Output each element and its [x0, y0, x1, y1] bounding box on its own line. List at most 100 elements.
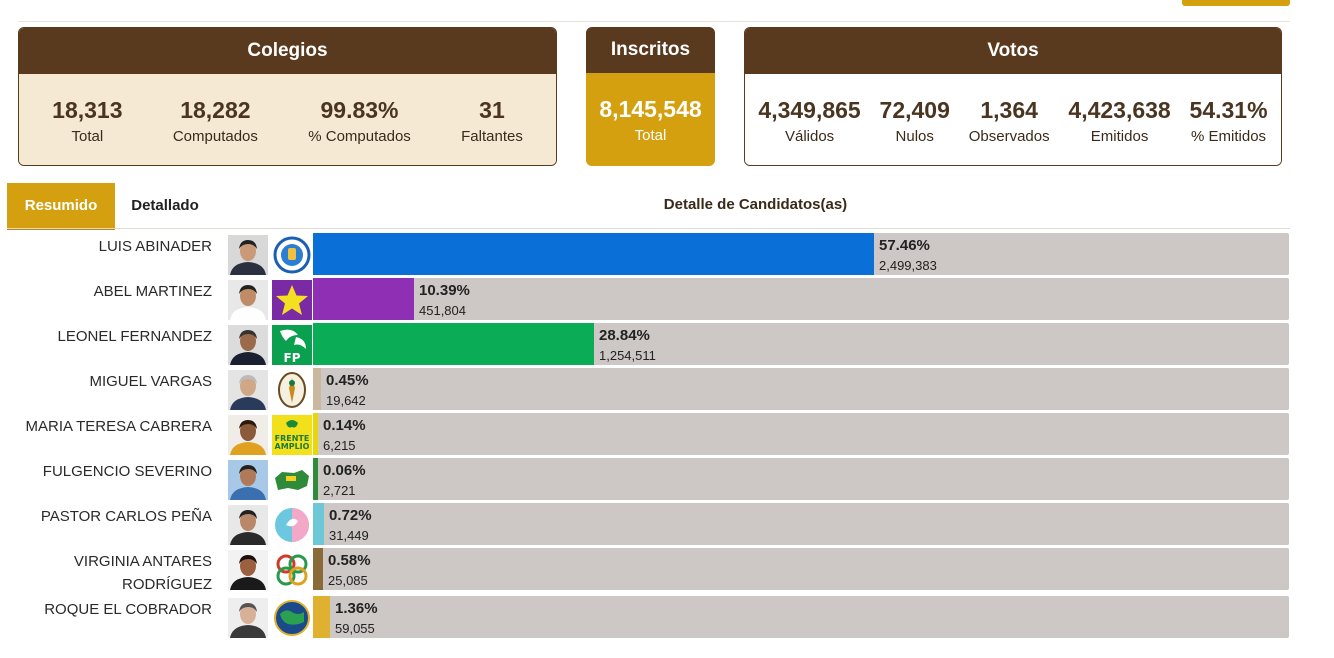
candidate-photo — [228, 460, 268, 500]
stat-label: % Computados — [308, 128, 411, 145]
bar-percentage: 0.58% — [328, 552, 371, 569]
candidate-photo — [228, 280, 268, 320]
stat-value: 99.83% — [320, 97, 399, 123]
stat-label: Válidos — [784, 128, 835, 145]
bar-track: 0.14% 6,215 — [313, 413, 1289, 455]
bar-percentage: 0.72% — [329, 507, 372, 524]
candidate-name-line: LUIS ABINADER — [98, 238, 212, 255]
votos-emitidos: 4,423,638 Emitidos — [1068, 96, 1170, 145]
candidate-photo — [228, 235, 268, 275]
bar-track: 0.72% 31,449 — [313, 503, 1289, 545]
candidate-photo — [228, 505, 268, 545]
rings-logo-icon — [272, 550, 312, 590]
bar-votes: 2,721 — [323, 483, 356, 498]
prd-logo-icon — [272, 370, 312, 410]
bar-percentage: 0.14% — [323, 417, 366, 434]
bar-track: 1.36% 59,055 — [313, 596, 1289, 638]
top-action-button[interactable] — [1182, 0, 1290, 6]
candidate-name-line: MARIA TERESA CABRERA — [25, 418, 212, 435]
candidate-name: PASTOR CARLOS PEÑA — [20, 505, 212, 528]
candidate-name: LEONEL FERNANDEZ — [20, 325, 212, 348]
votos-validos: 4,349,865 Válidos — [758, 96, 860, 145]
bar-track: 0.45% 19,642 — [313, 368, 1289, 410]
bar-fill — [313, 323, 594, 365]
candidate-name-line: ROQUE EL COBRADOR — [44, 601, 212, 618]
bar-votes: 451,804 — [419, 303, 466, 318]
candidate-row[interactable]: PASTOR CARLOS PEÑA 0.72% 31,449 — [0, 503, 1334, 547]
bar-votes: 1,254,511 — [599, 348, 656, 363]
stat-value: 18,282 — [180, 97, 251, 123]
stat-value: 54.31% — [1189, 97, 1268, 123]
tab-resumido[interactable]: Resumido — [7, 183, 115, 230]
votos-title: Votos — [745, 28, 1281, 74]
candidate-name: LUIS ABINADER — [20, 235, 212, 258]
candidate-name: ROQUE EL COBRADOR — [20, 598, 212, 621]
candidate-name: ABEL MARTINEZ — [20, 280, 212, 303]
bar-fill — [313, 278, 414, 320]
candidate-photo — [228, 370, 268, 410]
candidate-row[interactable]: FULGENCIO SEVERINO 0.06% 2,721 — [0, 458, 1334, 502]
bar-track: 57.46% 2,499,383 — [313, 233, 1289, 275]
bar-votes: 6,215 — [323, 438, 356, 453]
colegios-card: Colegios 18,313 Total 18,282 Computados 99… — [18, 27, 557, 166]
bar-votes: 31,449 — [329, 528, 369, 543]
stat-value: 1,364 — [980, 97, 1038, 123]
bar-fill — [313, 458, 318, 500]
candidate-name-line: LEONEL FERNANDEZ — [57, 328, 212, 345]
svg-text:FP: FP — [284, 351, 301, 365]
bar-fill — [313, 503, 324, 545]
bar-votes: 25,085 — [328, 573, 368, 588]
bar-votes: 19,642 — [326, 393, 366, 408]
votos-observados: 1,364 Observados — [969, 96, 1050, 145]
colegios-total: 18,313 Total — [52, 96, 122, 145]
candidate-row[interactable]: VIRGINIA ANTARES RODRÍGUEZ 0.58% 25,085 — [0, 548, 1334, 593]
bar-percentage: 28.84% — [599, 327, 650, 344]
bar-fill — [313, 548, 323, 590]
candidate-name-line: PASTOR CARLOS PEÑA — [40, 508, 212, 525]
stat-value: 72,409 — [879, 97, 950, 123]
candidate-row[interactable]: LUIS ABINADER 57.46% 2,499,383 — [0, 233, 1334, 277]
frente-amplio-logo-icon: FRENTE AMPLIO — [272, 415, 312, 455]
globe-logo-icon — [272, 598, 312, 638]
stat-label: Faltantes — [461, 128, 523, 145]
svg-text:AMPLIO: AMPLIO — [275, 442, 310, 451]
inscritos-stats: 8,145,548 Total — [586, 73, 715, 166]
candidate-name-line: MIGUEL VARGAS — [89, 373, 212, 390]
candidate-row[interactable]: MARIA TERESA CABRERA FRENTE AMPLIO 0.14% 6,2… — [0, 413, 1334, 457]
votos-nulos: 72,409 Nulos — [880, 96, 950, 145]
stat-label: Computados — [172, 128, 258, 145]
bar-track: 0.58% 25,085 — [313, 548, 1289, 590]
stat-value: 31 — [479, 97, 505, 123]
tab-detallado[interactable]: Detallado — [131, 197, 199, 214]
bar-votes: 2,499,383 — [879, 258, 937, 273]
candidate-name: MARIA TERESA CABRERA — [20, 415, 212, 438]
bar-votes: 59,055 — [335, 621, 375, 636]
bar-track: 0.06% 2,721 — [313, 458, 1289, 500]
dove-logo-icon — [272, 505, 312, 545]
stat-value: 4,349,865 — [758, 97, 861, 123]
bar-track: 10.39% 451,804 — [313, 278, 1289, 320]
candidate-row[interactable]: ABEL MARTINEZ 10.39% 451,804 — [0, 278, 1334, 322]
top-divider — [18, 21, 1290, 22]
candidate-name-line: VIRGINIA ANTARES — [73, 553, 212, 570]
star-logo-icon — [272, 280, 312, 320]
stat-label: Observados — [968, 128, 1050, 145]
candidate-name-line: RODRÍGUEZ — [122, 576, 212, 593]
candidate-name-line: FULGENCIO SEVERINO — [42, 463, 212, 480]
colegios-computados: 18,282 Computados — [173, 96, 258, 145]
candidate-name: FULGENCIO SEVERINO — [20, 460, 212, 483]
candidate-row[interactable]: LEONEL FERNANDEZ FP 28.84% 1,254,511 — [0, 323, 1334, 367]
votos-stats: 4,349,865 Válidos 72,409 Nulos 1,364 Observ… — [745, 74, 1281, 165]
candidate-name: VIRGINIA ANTARES RODRÍGUEZ — [20, 550, 212, 596]
view-tabs: Resumido Detallado — [7, 183, 215, 230]
candidate-row[interactable]: ROQUE EL COBRADOR 1.36% 59,055 — [0, 596, 1334, 640]
candidate-photo — [228, 415, 268, 455]
stat-label: Nulos — [895, 128, 934, 145]
colegios-title: Colegios — [19, 28, 556, 74]
candidate-row[interactable]: MIGUEL VARGAS 0.45% 19,642 — [0, 368, 1334, 412]
colegios-stats: 18,313 Total 18,282 Computados 99.83% % Com… — [19, 74, 556, 165]
inscritos-title: Inscritos — [586, 27, 715, 73]
detail-title: Detalle de Candidatos(as) — [663, 196, 848, 213]
stat-label: Emitidos — [1090, 128, 1149, 145]
stat-value: 4,423,638 — [1068, 97, 1171, 123]
